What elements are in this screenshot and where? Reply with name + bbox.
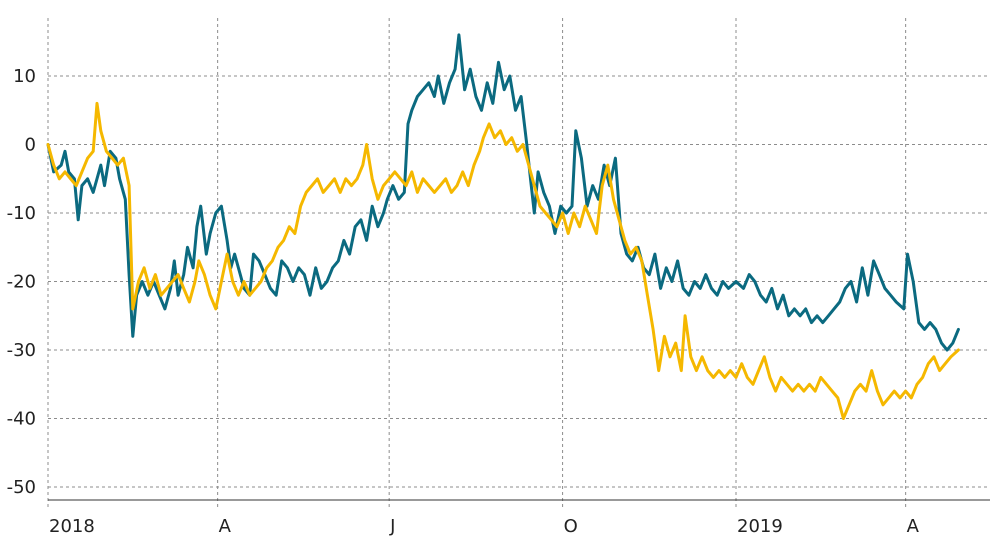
- x-axis-tick-labels: 2018 A J O 2019 A: [49, 516, 920, 537]
- series-lines: [46, 33, 960, 420]
- horizontal-gridlines: [48, 75, 990, 488]
- x-tick-label: 2019: [737, 516, 783, 537]
- y-axis-tick-labels: 10 0 -10 -20 -30 -40 -50: [7, 66, 36, 498]
- y-tick-label: -50: [7, 477, 36, 498]
- y-tick-label: -40: [7, 409, 36, 430]
- y-tick-label: -20: [7, 272, 36, 293]
- y-tick-label: -30: [7, 340, 36, 361]
- vertical-gridlines: [47, 18, 907, 508]
- x-tick-label: J: [389, 516, 395, 537]
- y-tick-label: -10: [7, 203, 36, 224]
- x-tick-label: O: [564, 516, 578, 537]
- x-tick-label: 2018: [49, 516, 95, 537]
- y-tick-label: 0: [25, 135, 36, 156]
- y-tick-label: 10: [13, 66, 36, 87]
- series-line-2: [46, 101, 960, 420]
- x-tick-label: A: [219, 516, 232, 537]
- x-tick-label: A: [907, 516, 920, 537]
- series-line-1: [46, 33, 960, 352]
